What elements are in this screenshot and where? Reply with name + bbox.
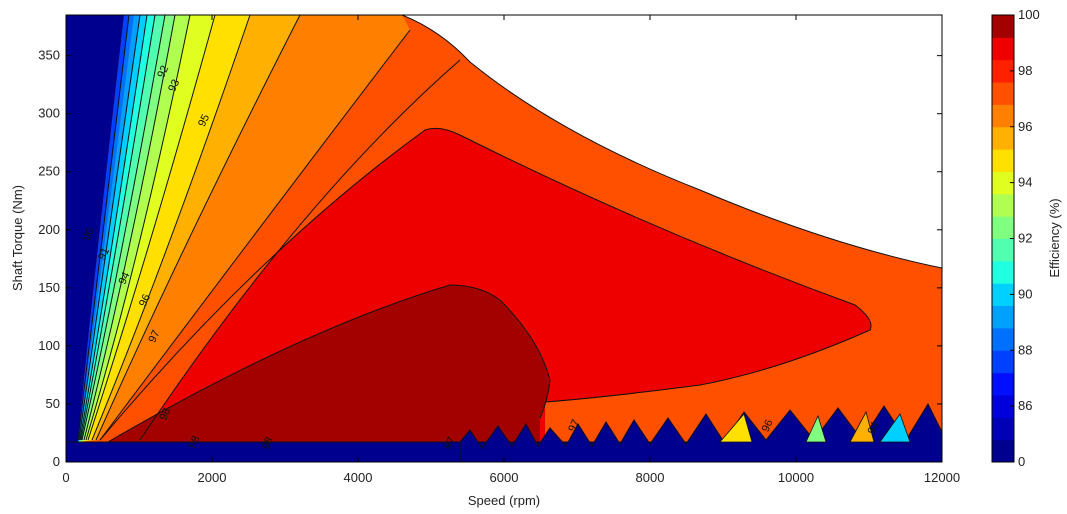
x-tick-label-3: 6000	[490, 470, 519, 485]
contour-label-6: 96	[137, 292, 153, 308]
contour-label-11: 97	[442, 435, 458, 451]
contour-line-10	[81, 15, 166, 441]
colorbar-tick-label-4: 92	[1018, 231, 1032, 246]
contour-label-7: 97	[147, 328, 163, 344]
colorbar-swatch-13	[992, 149, 1014, 172]
colorbar-swatch-10	[992, 216, 1014, 239]
y-tick-label-3: 150	[38, 280, 60, 295]
band-fan-4	[78, 15, 190, 442]
y-tick-label-4: 200	[38, 222, 60, 237]
y-tick-label-1: 50	[46, 396, 60, 411]
contour-label-14: 94	[866, 420, 882, 436]
colorbar-swatch-4	[992, 350, 1014, 374]
x-tick-label-0: 0	[62, 470, 69, 485]
band-fan-8	[78, 15, 147, 442]
contour-line-13	[78, 15, 141, 441]
x-axis-ticks: 0 2000 4000 6000 8000 10000 12000	[62, 15, 960, 485]
y-tick-label-6: 300	[38, 106, 60, 121]
band-fan-5	[78, 15, 175, 442]
colorbar-swatch-11	[992, 193, 1014, 217]
contour-line-2	[107, 284, 551, 443]
x-axis-label: Speed (rpm)	[468, 493, 540, 508]
band-99-100	[108, 285, 550, 442]
y-tick-label-2: 100	[38, 338, 60, 353]
zigzag-wedge-2	[879, 413, 911, 443]
colorbar-swatch-18	[992, 37, 1014, 61]
colorbar-swatch-15	[992, 104, 1014, 128]
contour-line-11	[80, 15, 156, 441]
band-fan-0	[78, 15, 410, 442]
contour-label-10: 98	[260, 435, 276, 451]
x-tick-label-4: 8000	[636, 470, 665, 485]
contour-label-5: 94	[117, 270, 133, 286]
colorbar-tick-label-1: 86	[1018, 398, 1032, 413]
colorbar-swatch-6	[992, 305, 1014, 329]
colorbar-tick-label-2: 88	[1018, 342, 1032, 357]
contour-line-14	[77, 15, 130, 441]
y-axis-ticks: 0 50 100 150 200 250 300 350	[38, 48, 942, 469]
contour-label-8: 98	[157, 406, 173, 422]
colorbar: 0 86 88 90 92 94 96 98 100	[991, 7, 1040, 469]
colorbar-swatch-3	[992, 372, 1014, 396]
colorbar-swatch-2	[992, 394, 1014, 418]
colorbar-swatch-14	[992, 126, 1014, 150]
colorbar-tick-label-0: 0	[1018, 454, 1025, 469]
band-97-98-inner	[100, 30, 460, 440]
contour-line-1	[99, 127, 872, 441]
contour-line-0	[401, 15, 942, 269]
colorbar-swatch-1	[992, 417, 1014, 441]
band-low-speed	[66, 15, 124, 462]
contour-line-4	[99, 29, 411, 441]
zigzag-wedge-1	[805, 414, 827, 443]
zigzag-wedge-3	[849, 410, 875, 443]
low-torque-zigzag-region	[459, 402, 942, 462]
contour-label-2: 95	[196, 112, 212, 128]
contour-line-7	[87, 15, 216, 441]
contour-label-9: 98	[187, 434, 203, 450]
contour-label-3: 90	[81, 226, 97, 242]
y-tick-label-0: 0	[53, 454, 60, 469]
colorbar-swatch-17	[992, 59, 1014, 83]
colorbar-swatch-16	[992, 82, 1014, 105]
y-tick-label-5: 250	[38, 164, 60, 179]
colorbar-tick-label-5: 94	[1018, 175, 1032, 190]
band-fan-10	[78, 15, 134, 442]
contour-label-4: 91	[96, 246, 112, 262]
contour-line-12	[79, 15, 148, 441]
colorbar-swatch-0	[992, 439, 1014, 463]
contour-line-9	[83, 15, 176, 441]
contour-label-13: 96	[760, 418, 776, 434]
contour-line-6	[91, 15, 251, 441]
y-tick-label-7: 350	[38, 48, 60, 63]
contour-line-3	[139, 59, 461, 441]
x-tick-label-5: 10000	[778, 470, 814, 485]
colorbar-label: Efficiency (%)	[1047, 198, 1062, 277]
colorbar-tick-label-3: 90	[1018, 286, 1032, 301]
colorbar-swatch-19	[992, 15, 1014, 38]
colorbar-tick-label-6: 96	[1018, 119, 1032, 134]
contour-line-8	[85, 15, 191, 441]
zigzag-wedge-0	[719, 413, 753, 443]
x-tick-label-1: 2000	[198, 470, 227, 485]
colorbar-swatch-9	[992, 238, 1014, 262]
y-axis-label: Shaft Torque (Nm)	[10, 185, 25, 291]
colorbar-swatch-7	[992, 283, 1014, 307]
contour-label-1: 93	[166, 78, 182, 94]
colorbar-tick-label-7: 98	[1018, 63, 1032, 78]
x-tick-label-2: 4000	[344, 470, 373, 485]
colorbar-swatch-12	[992, 171, 1014, 195]
contour-line-5	[95, 15, 301, 441]
colorbar-tick-label-8: 100	[1018, 7, 1040, 22]
colorbar-swatch-5	[992, 327, 1014, 351]
contour-label-0: 92	[155, 64, 171, 80]
colorbar-swatch-8	[992, 260, 1014, 284]
contour-label-12: 97	[566, 418, 582, 434]
x-tick-label-6: 12000	[924, 470, 960, 485]
